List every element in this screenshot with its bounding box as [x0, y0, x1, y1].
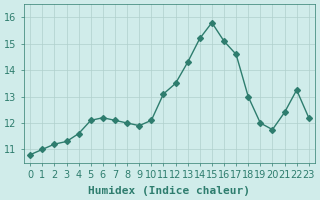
X-axis label: Humidex (Indice chaleur): Humidex (Indice chaleur): [89, 186, 251, 196]
